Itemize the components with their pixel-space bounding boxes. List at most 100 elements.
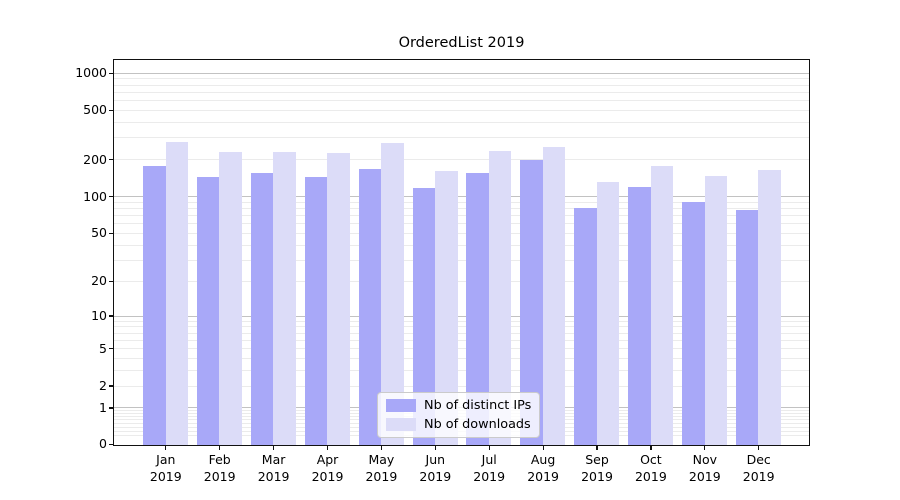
bar-nb-of-downloads [596, 182, 620, 445]
x-tick-mark [542, 446, 544, 450]
x-tick-label: Mar 2019 [257, 452, 290, 484]
legend-swatch [386, 418, 416, 431]
gridline-minor [114, 332, 809, 334]
y-tick-label: 1000 [75, 65, 107, 81]
bar-nb-of-downloads [488, 151, 512, 445]
gridline-minor [114, 84, 809, 86]
gridline-major [114, 72, 809, 74]
y-tick-label: 1 [99, 399, 107, 415]
x-tick-mark [219, 446, 221, 450]
gridline-minor [114, 280, 809, 282]
gridline-minor [114, 259, 809, 261]
bar-nb-of-distinct-ips [520, 160, 543, 445]
x-tick-mark [596, 446, 598, 450]
bar-nb-of-distinct-ips [358, 169, 382, 445]
plot-area [113, 59, 810, 446]
y-tick-mark [109, 72, 113, 74]
x-tick-label: Feb 2019 [203, 452, 236, 484]
y-tick-label: 5 [99, 340, 107, 356]
gridline-minor [114, 385, 809, 387]
gridline-major [114, 315, 809, 317]
x-tick-label: Oct 2019 [634, 452, 667, 484]
x-tick-label: Nov 2019 [688, 452, 721, 484]
gridline-minor [114, 100, 809, 102]
x-tick-mark [380, 446, 383, 450]
gridline-minor [114, 340, 809, 341]
gridline-minor [114, 208, 809, 210]
x-tick-mark [704, 446, 706, 450]
x-tick-mark [488, 446, 490, 450]
x-tick-label: Jul 2019 [473, 452, 506, 484]
x-tick-label: Sep 2019 [581, 452, 613, 484]
x-tick-mark [273, 446, 275, 450]
bar-nb-of-downloads [650, 165, 674, 445]
x-tick-mark [650, 446, 652, 450]
gridline-minor [114, 201, 809, 203]
bar-nb-of-distinct-ips [412, 187, 435, 445]
gridline-minor [114, 348, 809, 350]
legend-label: Nb of downloads [424, 417, 531, 432]
gridline-minor [114, 320, 809, 322]
y-tick-mark [109, 443, 113, 446]
y-tick-label: 500 [83, 102, 107, 118]
gridline-minor [114, 358, 809, 360]
y-tick-label: 20 [91, 273, 107, 289]
chart-title: OrderedList 2019 [398, 35, 525, 51]
legend: Nb of distinct IPs Nb of downloads [377, 392, 541, 438]
gridline-major [114, 196, 809, 198]
y-tick-label: 200 [83, 151, 107, 167]
gridline-minor [114, 110, 809, 112]
y-tick-mark [109, 196, 113, 198]
gridline-minor [114, 91, 809, 93]
gridline-minor [114, 215, 809, 217]
y-tick-label: 50 [91, 225, 107, 241]
y-tick-mark [109, 109, 113, 112]
y-tick-label: 100 [83, 188, 107, 204]
bar-nb-of-downloads [219, 152, 242, 445]
x-tick-mark [165, 446, 167, 450]
gridline-minor [114, 122, 809, 123]
gridline-minor [114, 137, 809, 139]
bar-nb-of-distinct-ips [682, 202, 705, 445]
x-tick-label: Aug 2019 [527, 452, 559, 484]
legend-item: Nb of downloads [386, 415, 531, 434]
gridline-minor [114, 370, 809, 372]
y-tick-label: 0 [99, 436, 107, 452]
y-tick-mark [109, 385, 113, 387]
y-tick-mark [109, 280, 113, 282]
gridline-minor [114, 159, 809, 161]
gridline-minor [114, 244, 809, 246]
bar-nb-of-distinct-ips [628, 186, 651, 445]
bar-nb-of-distinct-ips [466, 172, 489, 445]
bar-nb-of-distinct-ips [735, 209, 759, 445]
x-tick-mark [758, 446, 760, 450]
y-tick-label: 10 [91, 307, 107, 323]
y-tick-mark [109, 159, 113, 161]
bar-nb-of-distinct-ips [143, 166, 166, 445]
bar-nb-of-downloads [327, 153, 350, 445]
legend-label: Nb of distinct IPs [424, 398, 532, 413]
gridline-minor [114, 78, 809, 80]
y-tick-mark [109, 348, 113, 350]
gridline-minor [114, 223, 809, 225]
y-tick-mark [109, 232, 113, 235]
bar-nb-of-downloads [758, 170, 781, 445]
x-tick-mark [434, 446, 436, 450]
x-tick-label: Jun 2019 [419, 452, 452, 484]
bar-nb-of-distinct-ips [304, 177, 328, 445]
y-tick-mark [109, 407, 113, 409]
y-tick-mark [109, 315, 113, 317]
x-tick-label: Dec 2019 [742, 452, 775, 484]
bar-nb-of-downloads [381, 142, 404, 445]
bar-nb-of-distinct-ips [250, 172, 274, 445]
gridline-minor [114, 326, 809, 328]
x-tick-label: May 2019 [365, 452, 398, 484]
bar-nb-of-downloads [165, 141, 188, 445]
gridline-minor [114, 233, 809, 235]
bar-nb-of-distinct-ips [196, 177, 220, 445]
legend-swatch [386, 399, 416, 412]
bar-nb-of-downloads [435, 170, 458, 445]
bar-nb-of-distinct-ips [574, 207, 597, 445]
x-tick-mark [326, 446, 329, 450]
